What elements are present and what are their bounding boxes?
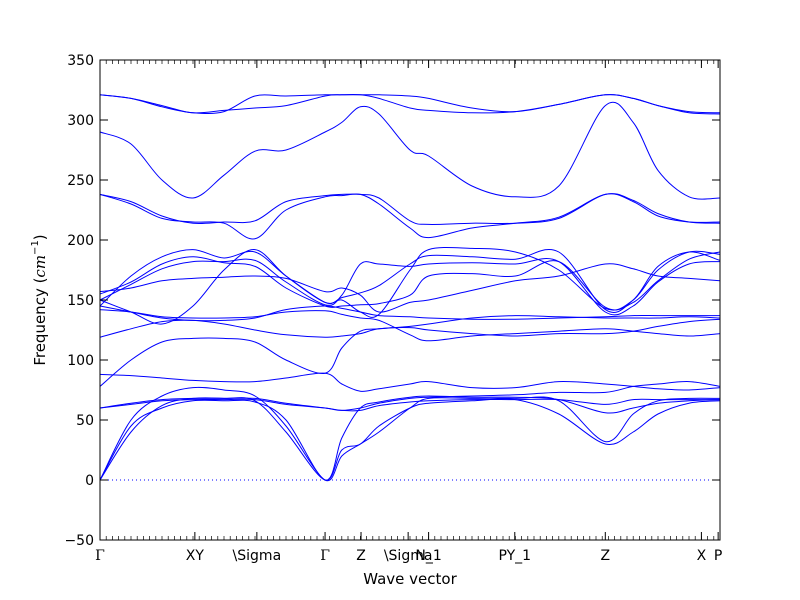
band-line bbox=[99, 381, 721, 411]
band-line bbox=[99, 305, 720, 322]
x-tick-label: \Sigma bbox=[233, 548, 282, 564]
x-tick-label: \Sigma bbox=[384, 548, 433, 564]
band-line bbox=[99, 193, 721, 240]
band-lines bbox=[99, 93, 721, 482]
x-tick-label: PY_1 bbox=[498, 548, 531, 564]
band-line bbox=[99, 193, 721, 225]
y-tick-label: 100 bbox=[67, 353, 94, 369]
x-tick-label: Γ bbox=[95, 548, 105, 564]
band-line bbox=[99, 386, 721, 482]
y-tick-label: 300 bbox=[67, 113, 94, 129]
x-tick-label: XY bbox=[186, 548, 205, 564]
y-axis-label-text: Frequency ( bbox=[31, 278, 49, 366]
band-line bbox=[99, 258, 721, 316]
band-line bbox=[99, 309, 721, 342]
y-axis-label-unit: cm bbox=[31, 255, 49, 278]
band-line bbox=[99, 372, 721, 392]
band-line bbox=[99, 395, 721, 481]
y-axis-label-exponent: −1 bbox=[30, 240, 41, 255]
x-axis-label: Wave vector bbox=[363, 570, 457, 588]
band-line bbox=[99, 397, 721, 481]
band-line bbox=[99, 248, 721, 325]
minor-ticks bbox=[99, 60, 721, 540]
band-line bbox=[99, 101, 721, 200]
y-tick-label: 200 bbox=[67, 233, 94, 249]
y-tick-label: −50 bbox=[64, 533, 94, 549]
x-tick-label: Γ bbox=[320, 548, 330, 564]
band-line bbox=[99, 263, 721, 313]
plot-background bbox=[100, 60, 720, 540]
y-axis-label: Frequency (cm−1) bbox=[30, 234, 49, 365]
band-line bbox=[99, 94, 721, 115]
x-tick-label: X bbox=[697, 548, 707, 564]
band-line bbox=[99, 398, 720, 412]
y-tick-label: 150 bbox=[67, 293, 94, 309]
x-tick-label: P bbox=[714, 548, 722, 564]
x-tick-label: Z bbox=[356, 548, 366, 564]
x-tick-label: Z bbox=[601, 548, 611, 564]
y-axis-ticks: −50 0 50 100 150 200 250 300 350 bbox=[64, 53, 720, 549]
y-axis-label-close: ) bbox=[31, 234, 49, 240]
y-tick-label: 0 bbox=[85, 473, 94, 489]
y-tick-label: 350 bbox=[67, 53, 94, 69]
y-tick-label: 50 bbox=[76, 413, 94, 429]
band-line bbox=[99, 247, 721, 318]
x-tick-label: N_1 bbox=[415, 548, 441, 564]
y-tick-label: 250 bbox=[67, 173, 94, 189]
